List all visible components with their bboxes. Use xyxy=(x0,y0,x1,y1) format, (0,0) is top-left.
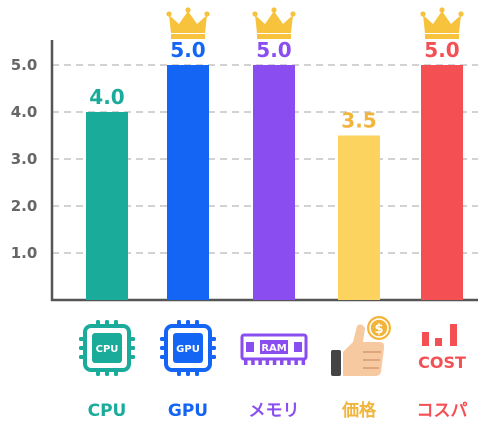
icon-text: $ xyxy=(374,322,383,337)
cpu-chip-icon: CPU xyxy=(79,320,135,376)
data-label-4: 3.5 xyxy=(341,109,376,133)
bar-1 xyxy=(86,112,128,300)
icon-text: RAM xyxy=(261,343,286,354)
bar-4 xyxy=(338,135,380,300)
bar-5 xyxy=(421,65,463,300)
bar-2 xyxy=(167,65,209,300)
cost-bar-icon: COST xyxy=(418,324,466,372)
y-tick-label-4: 4.0 xyxy=(11,103,38,121)
crown-icon xyxy=(420,7,464,39)
y-tick-label-2: 2.0 xyxy=(11,197,38,215)
data-label-2: 5.0 xyxy=(170,38,205,62)
icon-text: COST xyxy=(418,353,466,372)
icon-text: GPU xyxy=(176,344,200,355)
x-category-label-2: GPU xyxy=(168,401,208,421)
x-category-label-5: コスパ xyxy=(417,401,468,421)
ram-module-icon: RAM xyxy=(240,333,308,365)
x-category-label-1: CPU xyxy=(88,401,127,421)
icon-text: CPU xyxy=(96,344,119,355)
crown-icon xyxy=(166,7,210,39)
bar-3 xyxy=(253,65,295,300)
thumbs-up-coin-icon: $ xyxy=(331,316,391,376)
x-category-label-3: メモリ xyxy=(249,401,300,421)
data-label-5: 5.0 xyxy=(424,38,459,62)
y-tick-label-3: 3.0 xyxy=(11,150,38,168)
data-label-3: 5.0 xyxy=(256,38,291,62)
x-category-label-4: 価格 xyxy=(341,400,377,421)
gpu-chip-icon: GPU xyxy=(160,320,216,376)
y-tick-label-5: 5.0 xyxy=(11,56,38,74)
crown-icon xyxy=(252,7,296,39)
y-tick-label-1: 1.0 xyxy=(11,244,38,262)
data-label-1: 4.0 xyxy=(89,85,124,109)
